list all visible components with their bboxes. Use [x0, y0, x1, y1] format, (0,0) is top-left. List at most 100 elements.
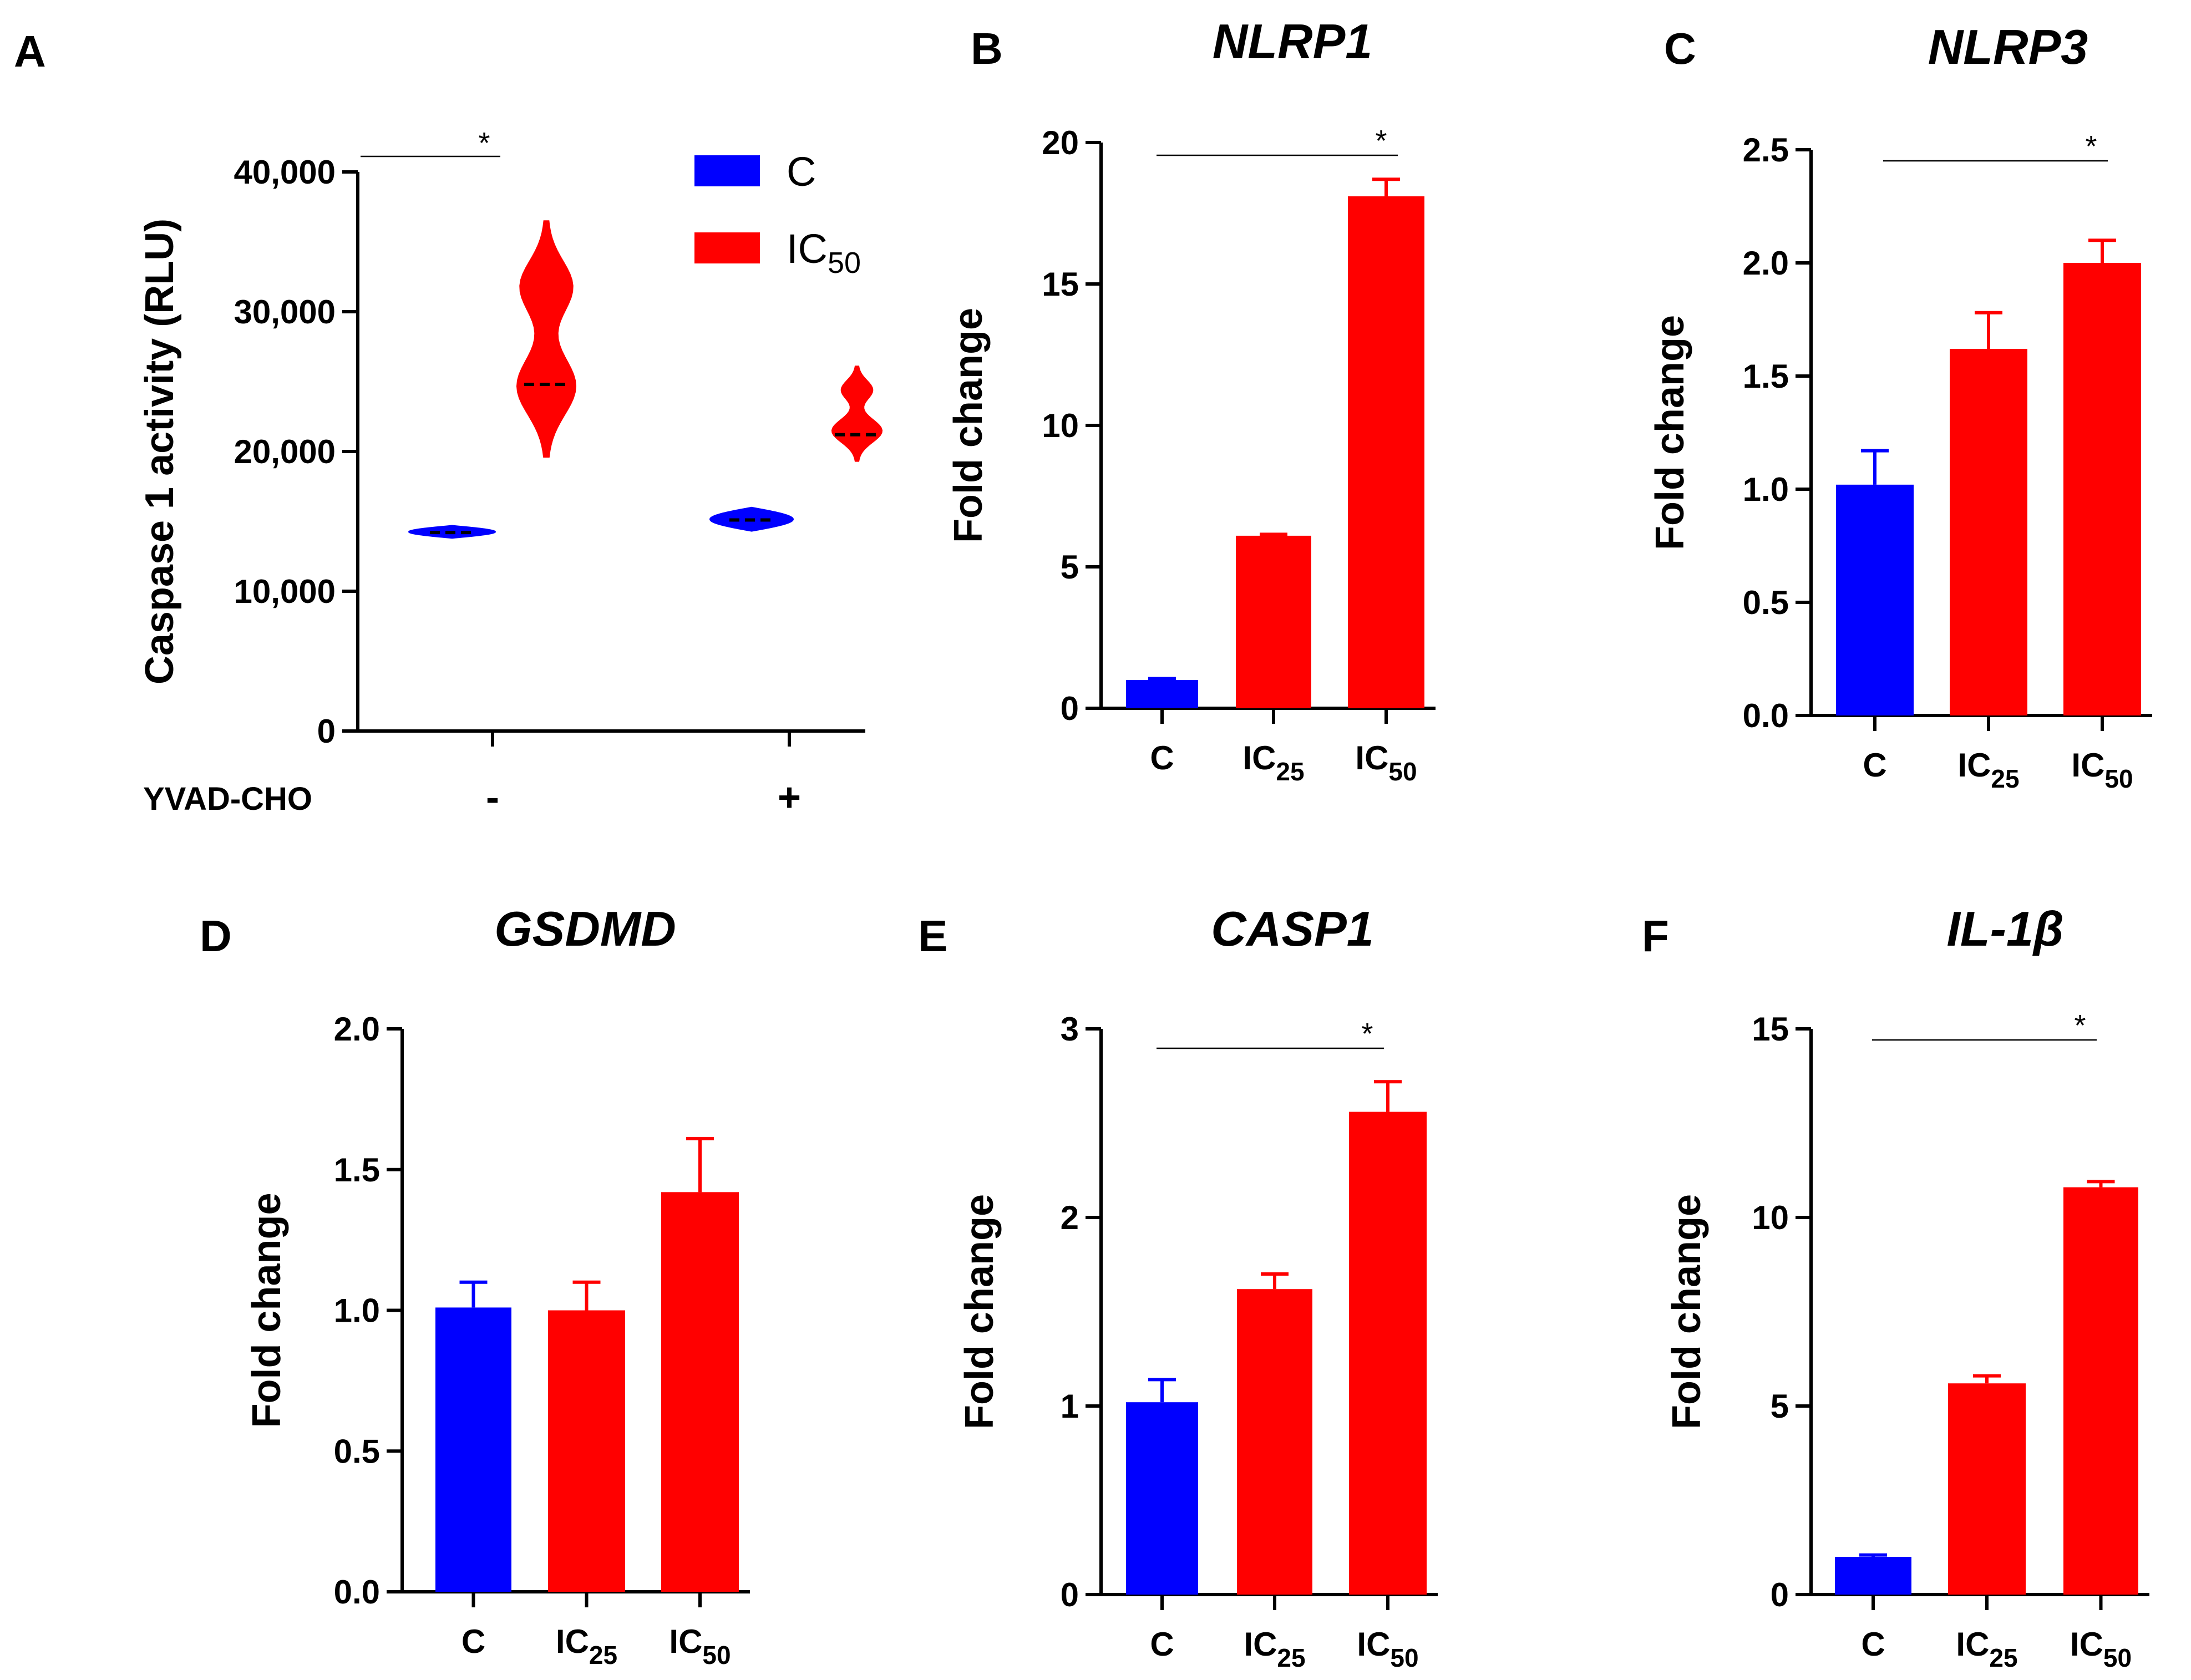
y-tick-label: 15 [1752, 1011, 1789, 1048]
y-tick-label: 2.5 [1743, 131, 1789, 169]
bar-ic25 [1948, 1383, 2026, 1595]
y-axis-label: Fold change [245, 1192, 289, 1428]
x-tick-label: IC25 [1956, 1626, 2017, 1672]
significance-star: * [2085, 130, 2097, 163]
panel-letter: E [918, 911, 947, 961]
violin-ic50 [516, 220, 577, 458]
x-tick-label-sub: 25 [589, 1641, 617, 1669]
x-tick-label: C [1150, 739, 1174, 776]
y-axis-label: Fold change [957, 1194, 1002, 1429]
x-tick-label-main: IC [2071, 747, 2104, 784]
group-label: - [486, 775, 499, 820]
x-tick-label-main: C [461, 1623, 485, 1660]
x-tick-label-sub: 50 [702, 1641, 731, 1669]
bar-c [1836, 484, 1914, 715]
y-tick-label: 10 [1042, 407, 1079, 444]
bar-ic50 [2063, 1187, 2138, 1595]
y-tick-label: 1.0 [334, 1292, 380, 1329]
x-tick-label-main: C [1150, 739, 1174, 776]
panel-letter: D [200, 911, 232, 961]
x-tick-label-sub: 50 [2103, 1643, 2132, 1672]
x-tick-label-sub: 25 [1989, 1643, 2017, 1672]
y-tick-label: 1.5 [334, 1151, 380, 1189]
x-tick-label-sub: 25 [1277, 1643, 1305, 1672]
bar-ic25 [1950, 349, 2027, 715]
x-tick-label: C [461, 1623, 485, 1660]
legend-label-sub: 50 [828, 246, 861, 280]
legend-swatch [694, 155, 760, 186]
x-tick-label-main: C [1863, 747, 1886, 784]
legend-swatch [694, 232, 760, 263]
y-tick-label: 0 [1061, 690, 1079, 727]
x-tick-label: IC25 [556, 1623, 617, 1669]
legend-label-main: IC [787, 226, 828, 272]
x-tick-label-main: IC [1242, 739, 1276, 776]
x-tick-label-main: IC [1956, 1626, 1989, 1663]
significance-star: * [1361, 1017, 1373, 1050]
y-tick-label: 20 [1042, 124, 1079, 161]
significance-star: * [2074, 1009, 2086, 1042]
bar-ic25 [1237, 1289, 1312, 1595]
x-tick-label: IC50 [1357, 1626, 1418, 1672]
y-tick-label: 30,000 [234, 293, 336, 331]
bar-ic25 [548, 1310, 625, 1592]
x-tick-label-main: IC [669, 1623, 702, 1660]
x-tick-label: IC25 [1957, 747, 2019, 793]
panel-letter: B [971, 24, 1003, 73]
y-tick-label: 40,000 [234, 154, 336, 191]
y-tick-label: 0 [1061, 1576, 1079, 1613]
x-tick-label-main: IC [1244, 1626, 1277, 1663]
chart-title: NLRP1 [1213, 14, 1373, 69]
y-tick-label: 3 [1061, 1011, 1079, 1048]
y-tick-label: 0 [317, 713, 336, 750]
bar-c [1835, 1557, 1911, 1595]
y-tick-label: 0 [1771, 1576, 1789, 1613]
x-tick-label-main: IC [1355, 739, 1388, 776]
x-tick-label-main: IC [1957, 747, 1991, 784]
bar-ic25 [1236, 535, 1311, 708]
x-tick-label: C [1150, 1626, 1174, 1663]
x-tick-label-sub: 50 [1390, 1643, 1418, 1672]
y-tick-label: 15 [1042, 266, 1079, 303]
y-axis-label: Fold change [1648, 315, 1692, 550]
x-tick-label-sub: 50 [2104, 764, 2133, 793]
bar-c [435, 1307, 511, 1592]
x-tick-label: C [1863, 747, 1886, 784]
panel-letter: A [14, 27, 46, 76]
x-tick-label-main: IC [1357, 1626, 1390, 1663]
significance-star: * [478, 126, 490, 160]
y-tick-label: 2.0 [334, 1011, 380, 1048]
x-tick-label: IC50 [2070, 1626, 2132, 1672]
bar-ic50 [2063, 263, 2141, 715]
y-axis-label: Fold change [946, 308, 991, 543]
x-tick-label: IC50 [2071, 747, 2133, 793]
x-tick-label-main: IC [556, 1623, 589, 1660]
y-tick-label: 0.0 [1743, 697, 1789, 734]
bar-ic50 [1348, 196, 1424, 708]
legend-label: C [787, 149, 816, 195]
y-tick-label: 0.5 [1743, 584, 1789, 621]
bar-ic50 [661, 1192, 739, 1592]
x-axis-label: YVAD-CHO [143, 781, 312, 817]
panel-a: A 0 10,000 20,000 30,000 40,000 Caspase 1 acti… [14, 27, 883, 820]
panel-letter: C [1664, 24, 1696, 73]
y-tick-label: 0.5 [334, 1433, 380, 1470]
x-tick-label: IC50 [669, 1623, 731, 1669]
chart-title: NLRP3 [1928, 19, 2088, 74]
x-tick-label-main: C [1861, 1626, 1885, 1663]
y-tick-label: 2.0 [1743, 245, 1789, 282]
y-tick-label: 10 [1752, 1199, 1789, 1236]
chart-title: IL-1β [1946, 901, 2063, 956]
bar-c [1126, 1402, 1198, 1595]
x-tick-label-main: C [1150, 1626, 1174, 1663]
x-tick-label: IC25 [1242, 739, 1304, 786]
x-tick-label-sub: 25 [1276, 757, 1304, 786]
x-tick-label-main: IC [2070, 1626, 2103, 1663]
x-tick-label: IC50 [1355, 739, 1417, 786]
